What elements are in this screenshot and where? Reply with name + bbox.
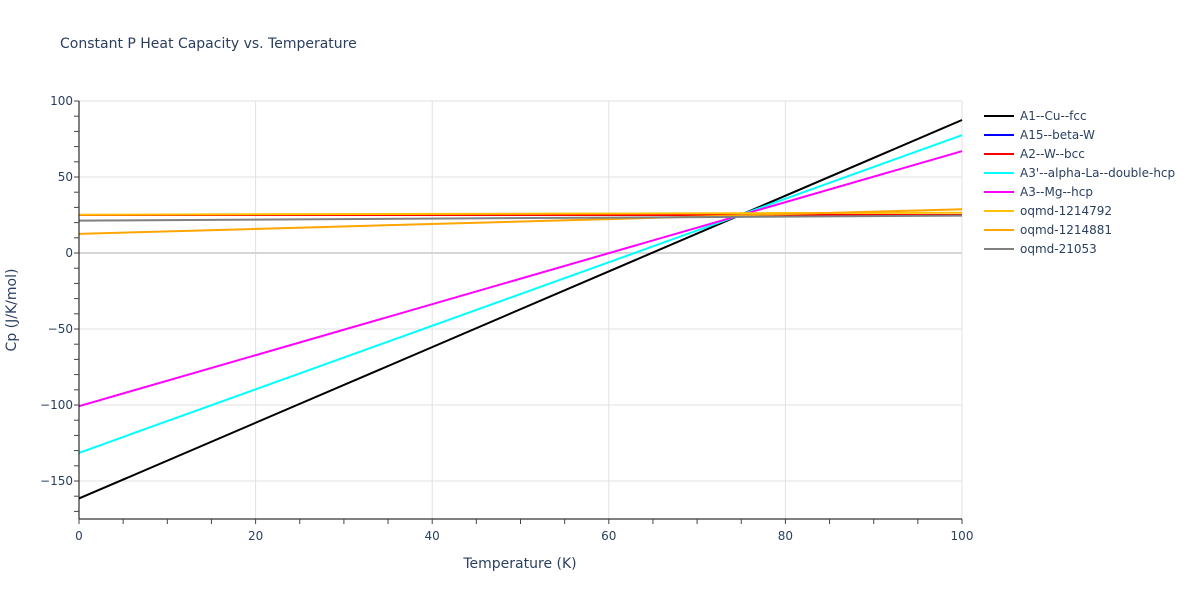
series-line [78, 119, 963, 500]
legend-item[interactable]: A1--Cu--fcc [984, 106, 1175, 125]
legend-item[interactable]: A3'--alpha-La--double-hcp [984, 163, 1175, 182]
x-axis-title: Temperature (K) [462, 556, 576, 572]
legend-label: A15--beta-W [1020, 127, 1095, 142]
x-tick-label: 60 [601, 529, 616, 543]
y-tick-label: −100 [40, 398, 73, 412]
series-lines [78, 119, 963, 500]
y-axis-title: Cp (J/K/mol) [4, 269, 20, 352]
legend-line-icon [984, 152, 1014, 155]
series-line [78, 134, 963, 454]
legend-label: oqmd-21053 [1020, 241, 1097, 256]
legend-label: oqmd-1214881 [1020, 222, 1113, 237]
legend-line-icon [984, 190, 1014, 193]
legend-label: oqmd-1214792 [1020, 203, 1113, 218]
legend-item[interactable]: oqmd-21053 [984, 239, 1175, 258]
legend-label: A2--W--bcc [1020, 146, 1085, 161]
chart-title: Constant P Heat Capacity vs. Temperature [60, 36, 357, 52]
gridlines [79, 100, 963, 519]
legend-label: A3--Mg--hcp [1020, 184, 1093, 199]
legend-line-icon [984, 114, 1014, 117]
axes: 0 20 40 60 80 100 −150 −100 −50 0 50 100 [40, 94, 973, 543]
legend-line-icon [984, 133, 1014, 136]
legend-item[interactable]: A2--W--bcc [984, 144, 1175, 163]
legend-item[interactable]: A15--beta-W [984, 125, 1175, 144]
legend-line-icon [984, 247, 1014, 250]
legend-label: A3'--alpha-La--double-hcp [1020, 165, 1176, 180]
x-tick-label: 100 [951, 529, 974, 543]
series-line [78, 208, 963, 235]
legend-line-icon [984, 209, 1014, 212]
y-tick-label: 100 [50, 94, 73, 108]
x-tick-label: 40 [425, 529, 440, 543]
legend-line-icon [984, 228, 1014, 231]
series-line [78, 150, 963, 408]
legend-item[interactable]: A3--Mg--hcp [984, 182, 1175, 201]
y-tick-label: 50 [58, 170, 73, 184]
legend-label: A1--Cu--fcc [1020, 108, 1087, 123]
legend-line-icon [984, 171, 1014, 174]
y-tick-label: −50 [48, 322, 73, 336]
legend-item[interactable]: oqmd-1214881 [984, 220, 1175, 239]
legend-item[interactable]: oqmd-1214792 [984, 201, 1175, 220]
x-tick-label: 20 [248, 529, 263, 543]
x-tick-label: 0 [75, 529, 83, 543]
x-tick-label: 80 [778, 529, 793, 543]
y-tick-label: 0 [65, 246, 73, 260]
series-line [78, 214, 963, 222]
legend: A1--Cu--fcc A15--beta-W A2--W--bcc A3'--alp… [984, 106, 1175, 258]
y-tick-label: −150 [40, 474, 73, 488]
